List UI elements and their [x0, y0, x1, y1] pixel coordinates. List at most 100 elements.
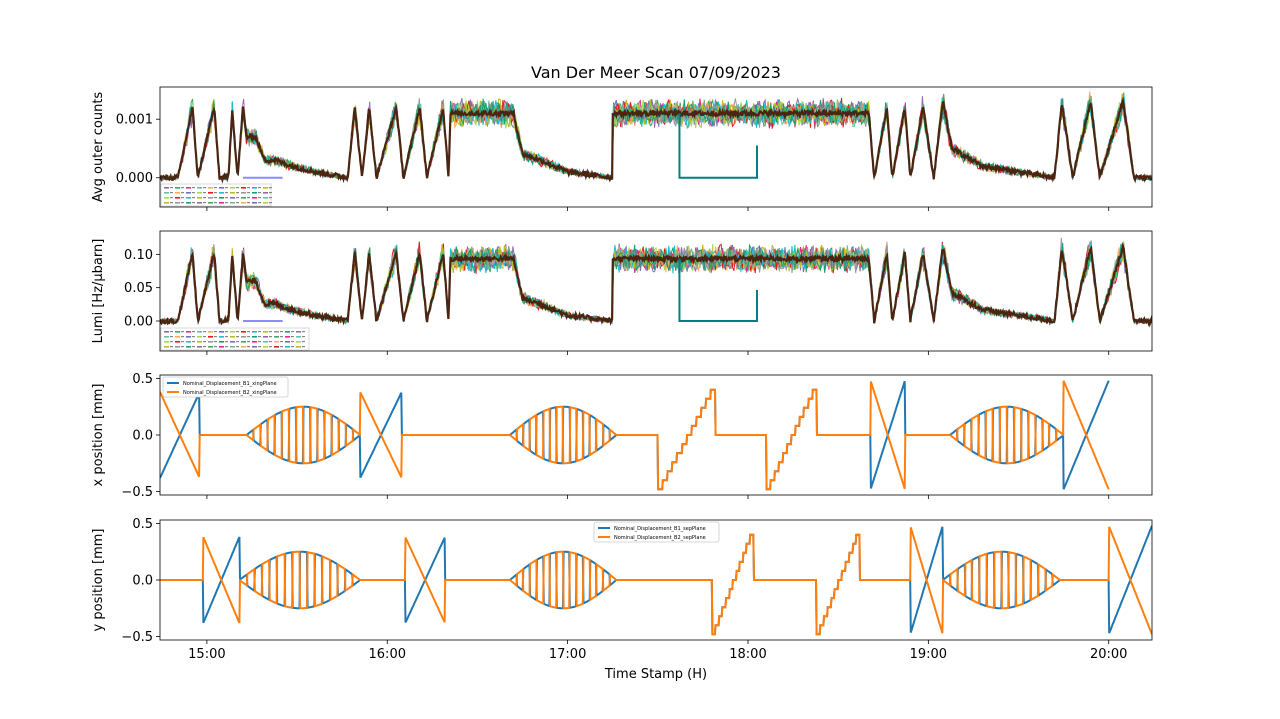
- legend-label: [247, 192, 250, 194]
- legend-label: [225, 331, 228, 333]
- legend-swatch: [274, 336, 279, 338]
- legend-label: [170, 331, 173, 333]
- legend-swatch: [252, 346, 257, 348]
- plot-area-2: [160, 237, 1152, 328]
- legend-swatch: [241, 197, 246, 199]
- legend-swatch: [197, 202, 202, 204]
- legend-label: [214, 331, 217, 333]
- y-tick-label: 0.00: [124, 315, 153, 330]
- x-axis-title: Time Stamp (H): [604, 667, 707, 682]
- legend-swatch: [230, 346, 235, 348]
- legend-label: [280, 341, 283, 343]
- legend-swatch: [241, 331, 246, 333]
- legend-swatch: [230, 192, 235, 194]
- legend-swatch: [186, 187, 191, 189]
- legend-label: [269, 336, 272, 338]
- legend-swatch: [208, 341, 213, 343]
- y-axis-title-1: Avg outer counts: [91, 92, 106, 203]
- legend-swatch: [208, 336, 213, 338]
- legend-label: [203, 346, 206, 348]
- legend-swatch: [296, 341, 301, 343]
- legend-label: [302, 341, 305, 343]
- legend-swatch: [263, 331, 268, 333]
- legend-swatch: [219, 346, 224, 348]
- legend-swatch: [252, 192, 257, 194]
- legend-swatch: [263, 341, 268, 343]
- legend-label: [225, 336, 228, 338]
- legend-label: [236, 187, 239, 189]
- y-tick-label: 0.0: [132, 574, 153, 589]
- x-tick-label: 20:00: [1090, 647, 1127, 662]
- series-flat-segment: [678, 113, 759, 179]
- legend-swatch: [164, 346, 169, 348]
- legend-label: [170, 202, 173, 204]
- legend-label: [170, 187, 173, 189]
- legend-swatch: [186, 331, 191, 333]
- legend-label: [269, 192, 272, 194]
- legend-swatch: [175, 197, 180, 199]
- legend-label: [258, 187, 261, 189]
- legend-label: [247, 187, 250, 189]
- legend-swatch: [186, 192, 191, 194]
- legend-swatch: [230, 341, 235, 343]
- y-tick-label: 0.5: [132, 372, 153, 387]
- legend-label: [192, 197, 195, 199]
- legend-swatch: [197, 336, 202, 338]
- plot-area-1: [160, 91, 1152, 184]
- legend-label: [203, 331, 206, 333]
- legend-swatch: [175, 192, 180, 194]
- legend-label: [258, 197, 261, 199]
- legend-label: [291, 331, 294, 333]
- legend-label: [214, 202, 217, 204]
- subplot-1: 0.000 0.001 Avg outer counts: [91, 86, 1153, 211]
- y-tick-label: 0.10: [124, 248, 153, 263]
- y-tick-label: 0.000: [116, 171, 153, 186]
- legend-label: [302, 331, 305, 333]
- y-tick-label: 0.001: [116, 113, 153, 128]
- legend-label-2: Nominal_Displacement_B2_xingPlane: [183, 390, 277, 396]
- plot-area-3: [160, 380, 1110, 491]
- legend-swatch: [186, 341, 191, 343]
- legend-swatch: [263, 187, 268, 189]
- legend-swatch: [263, 202, 268, 204]
- legend-label: [214, 197, 217, 199]
- legend-label: [214, 192, 217, 194]
- subplot-3: Nominal_Displacement_B1_xingPlane Nominal…: [91, 372, 1153, 500]
- legend-label: [247, 331, 250, 333]
- x-tick-label: 15:00: [188, 647, 225, 662]
- legend-box: [593, 521, 720, 543]
- legend-label: [214, 346, 217, 348]
- legend-swatch: [241, 202, 246, 204]
- legend-label: [258, 336, 261, 338]
- legend-swatch: [252, 341, 257, 343]
- legend-label: [291, 341, 294, 343]
- legend-label: [236, 202, 239, 204]
- legend-label: [291, 336, 294, 338]
- legend-label-1: Nominal_Displacement_B1_xingPlane: [183, 381, 277, 387]
- series-b2: [160, 380, 1110, 491]
- legend-3: Nominal_Displacement_B1_xingPlane Nominal…: [162, 376, 289, 398]
- legend-swatch: [164, 341, 169, 343]
- legend-label: [258, 331, 261, 333]
- legend-swatch: [241, 341, 246, 343]
- legend-label: [181, 336, 184, 338]
- legend-swatch: [241, 192, 246, 194]
- legend-label: [247, 341, 250, 343]
- legend-label: [280, 331, 283, 333]
- legend-swatch: [197, 341, 202, 343]
- legend-swatch: [186, 336, 191, 338]
- legend-label: [236, 331, 239, 333]
- legend-label: [258, 341, 261, 343]
- legend-label: [214, 336, 217, 338]
- legend-swatch: [208, 346, 213, 348]
- legend-swatch: [208, 331, 213, 333]
- y-tick-label: 0.05: [124, 281, 153, 296]
- legend-swatch: [252, 197, 257, 199]
- legend-label: [170, 336, 173, 338]
- legend-label: [192, 202, 195, 204]
- legend-swatch: [285, 346, 290, 348]
- series-main: [160, 96, 1152, 184]
- legend-swatch: [164, 331, 169, 333]
- x-tick-label: 18:00: [729, 647, 766, 662]
- legend-label: [214, 341, 217, 343]
